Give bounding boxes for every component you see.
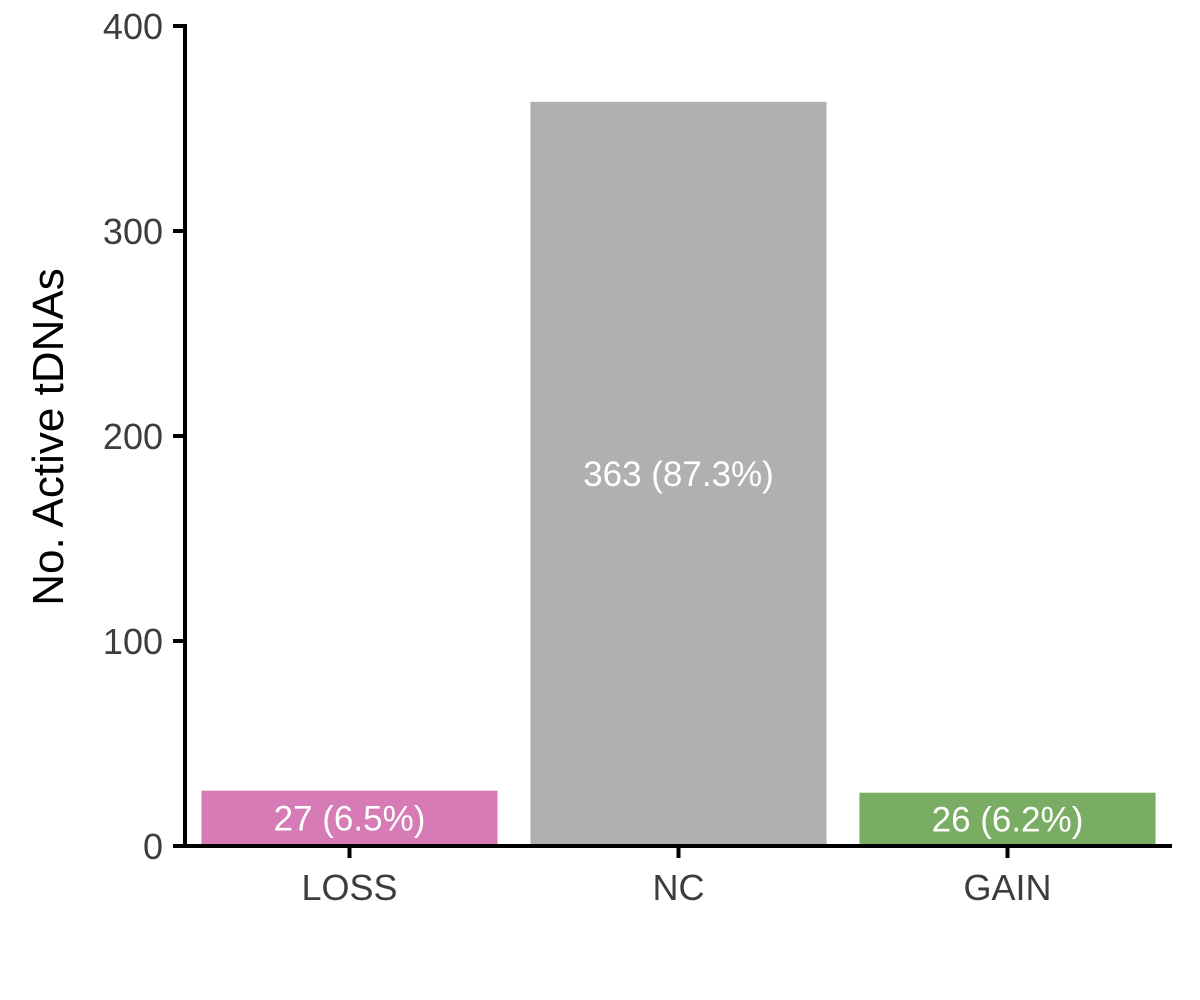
- data-label-nc: 363 (87.3%): [583, 455, 774, 494]
- y-tick-label: 0: [143, 826, 163, 867]
- bar-gain: [859, 792, 1156, 846]
- data-label-loss: 27 (6.5%): [274, 799, 426, 838]
- y-axis: 0 100 200 300 400: [103, 6, 187, 867]
- y-tick-label: 300: [103, 211, 163, 252]
- y-tick-label: 100: [103, 621, 163, 662]
- y-tick-label: 400: [103, 6, 163, 47]
- bar-nc: [530, 101, 827, 847]
- bars-group: [201, 101, 1156, 847]
- x-tick-label-nc: NC: [653, 867, 705, 908]
- data-labels-group: 27 (6.5%) 363 (87.3%) 26 (6.2%): [274, 455, 1084, 839]
- x-tick-label-loss: LOSS: [301, 867, 397, 908]
- bar-loss: [201, 790, 498, 846]
- x-axis: LOSS NC GAIN: [183, 844, 1172, 908]
- y-tick-label: 200: [103, 416, 163, 457]
- y-axis-title: No. Active tDNAs: [24, 268, 73, 605]
- data-label-gain: 26 (6.2%): [932, 800, 1084, 839]
- x-tick-label-gain: GAIN: [963, 867, 1051, 908]
